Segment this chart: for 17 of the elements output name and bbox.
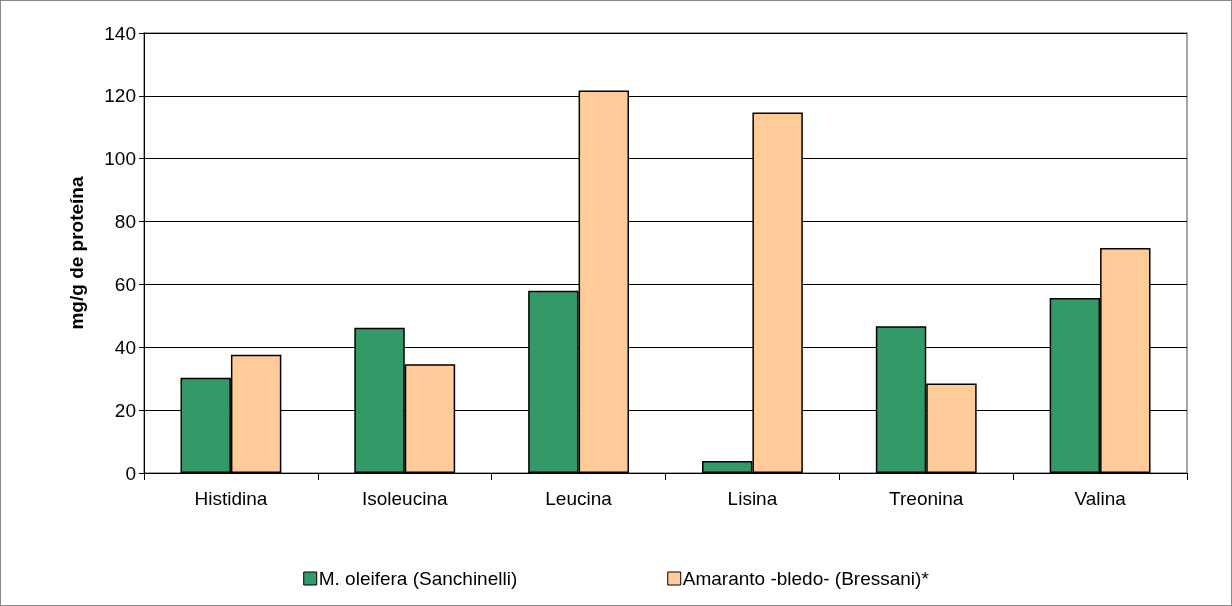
y-tick-label: 140 <box>104 22 136 44</box>
x-tick-label: Isoleucina <box>361 488 448 509</box>
x-tick-label: Lisina <box>727 488 778 509</box>
x-tick-label: Histidina <box>194 488 268 509</box>
y-axis-title: mg/g de proteína <box>66 176 87 330</box>
y-tick-label: 0 <box>125 462 136 484</box>
legend-label: Amaranto -bledo- (Bressani)* <box>682 568 930 589</box>
y-tick-label: 40 <box>114 336 136 358</box>
y-tick-label: 80 <box>114 211 136 233</box>
y-tick-label: 60 <box>114 273 136 295</box>
y-tick-label: 20 <box>114 399 136 421</box>
x-tick-label: Leucina <box>545 488 613 509</box>
x-tick-label: Valina <box>1074 488 1127 509</box>
legend-label: M. oleifera (Sanchinelli) <box>318 568 518 589</box>
x-tick-label: Treonina <box>889 488 964 509</box>
y-tick-label: 100 <box>104 148 136 170</box>
y-tick-label: 120 <box>104 85 136 107</box>
